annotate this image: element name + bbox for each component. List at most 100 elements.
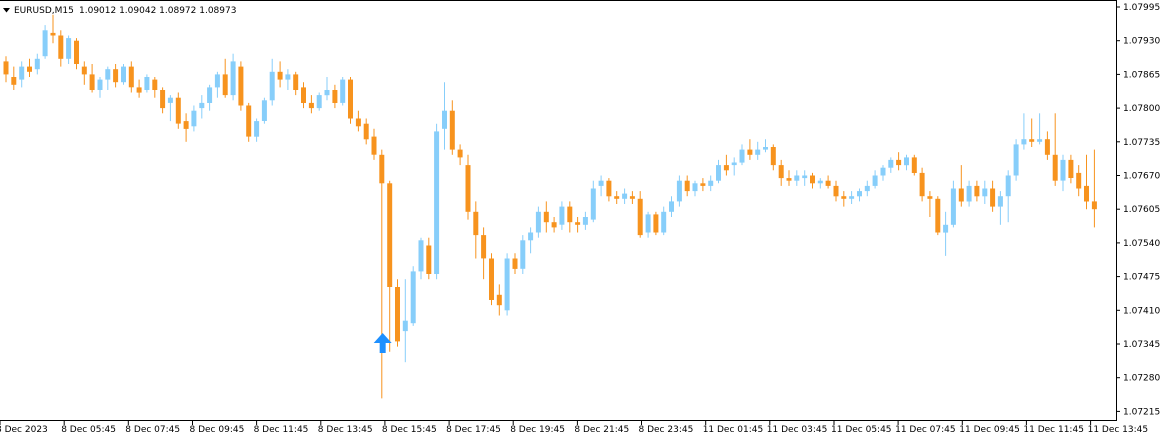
time-axis[interactable]: 8 Dec 2023 8 Dec 05:45 8 Dec 07:45 8 Dec 09… [0,421,1148,435]
candle-body-bear [387,183,393,287]
candle-body-bull [269,71,275,101]
candle [919,167,925,202]
candle [1037,113,1043,145]
candle-body-bull [669,201,674,212]
candle-body-bull [817,180,823,184]
candle [747,139,753,160]
chart-header: EURUSD,M15 1.09012 1.09042 1.08972 1.089… [3,6,236,16]
candle-body-bull [716,165,721,181]
candle-body-bear [841,196,847,199]
candle [982,180,988,204]
candle-body-bear [277,71,283,80]
candle [97,77,103,98]
candle-body-bear [629,196,635,199]
candle [277,61,283,88]
candle [191,105,197,132]
candle [152,77,158,98]
candle-body-bear [1068,159,1074,178]
candle-body-bull [982,188,988,197]
candle-body-bear [457,149,463,158]
candle-body-bear [723,165,729,171]
price-axis[interactable]: 1.07995 1.07930 1.07865 1.07800 1.07735 1.076… [1116,3,1160,417]
symbol-timeframe-label: EURUSD,M15 [14,6,74,16]
signal-layer [373,333,392,354]
candle [434,123,440,280]
candle-body-bear [473,211,479,236]
candle [496,284,502,316]
time-tick-label: 11 Dec 03:45 [767,425,828,435]
candle [645,211,651,238]
candle-body-bull [739,149,745,163]
candle [966,180,972,207]
candle [74,38,79,70]
candle [238,61,244,111]
candle-body-bull [528,232,534,241]
candle [598,175,604,197]
candle [841,191,847,207]
candle-body-bull [692,183,698,192]
candle-body-bear [614,196,620,199]
candle [590,180,596,223]
candle-body-bull [434,131,440,274]
candle [825,175,831,189]
candle [716,159,721,184]
candle-body-bear [113,69,119,83]
candle-body-bear [567,206,573,223]
candle-body-bull [410,271,416,324]
candle [629,191,635,204]
time-tick-label: 8 Dec 11:45 [254,425,309,435]
candle [473,201,479,259]
candle-body-bull [849,196,855,199]
candle [105,66,111,90]
candle-body-bear [489,258,494,300]
candle [770,144,776,171]
candle-body-bull [254,121,260,137]
candle-body-bear [74,40,79,64]
candle-body-bull [598,180,604,186]
candle-body-bull [997,196,1003,207]
candle [66,35,72,64]
candle-body-bear [301,87,306,103]
candle [1052,113,1058,186]
candle-body-bear [1076,172,1082,189]
price-tick-label: 1.07410 [1123,306,1160,316]
candle-body-bear [974,185,980,197]
time-tick-label: 8 Dec 21:45 [574,425,629,435]
candle [261,97,267,124]
candle [363,118,369,145]
candle [371,128,377,160]
candle-body-bull [316,95,322,109]
candle-body-bear [449,110,455,150]
candle [551,217,557,233]
time-tick-label: 11 Dec 07:45 [895,425,956,435]
candle-body-bull [199,102,205,109]
candle [1068,154,1074,184]
candle-body-bull [1021,139,1027,145]
candle [34,53,40,75]
candle [144,74,150,93]
candle [160,87,166,114]
price-tick-label: 1.07475 [1123,273,1160,283]
candle-body-bear [3,61,9,75]
buy-arrow-icon[interactable] [373,333,392,354]
candle [622,188,628,204]
time-tick-label: 8 Dec 13:45 [318,425,373,435]
candle [935,196,941,236]
candle [269,58,275,106]
candle [810,172,815,189]
candle-body-bull [645,214,651,233]
candle-body-bear [175,97,181,124]
candle [755,141,761,160]
candle [833,180,839,202]
candle [121,64,126,85]
candle [449,100,455,155]
candle-body-bear [246,105,252,137]
menu-triangle-icon[interactable] [3,8,10,13]
candle-body-bull [418,240,424,272]
candle [402,279,408,363]
price-tick-label: 1.07345 [1123,340,1160,350]
price-tick-label: 1.07800 [1123,104,1160,114]
candle [167,95,173,122]
candle-body-bull [1037,139,1043,142]
candle [308,95,314,114]
